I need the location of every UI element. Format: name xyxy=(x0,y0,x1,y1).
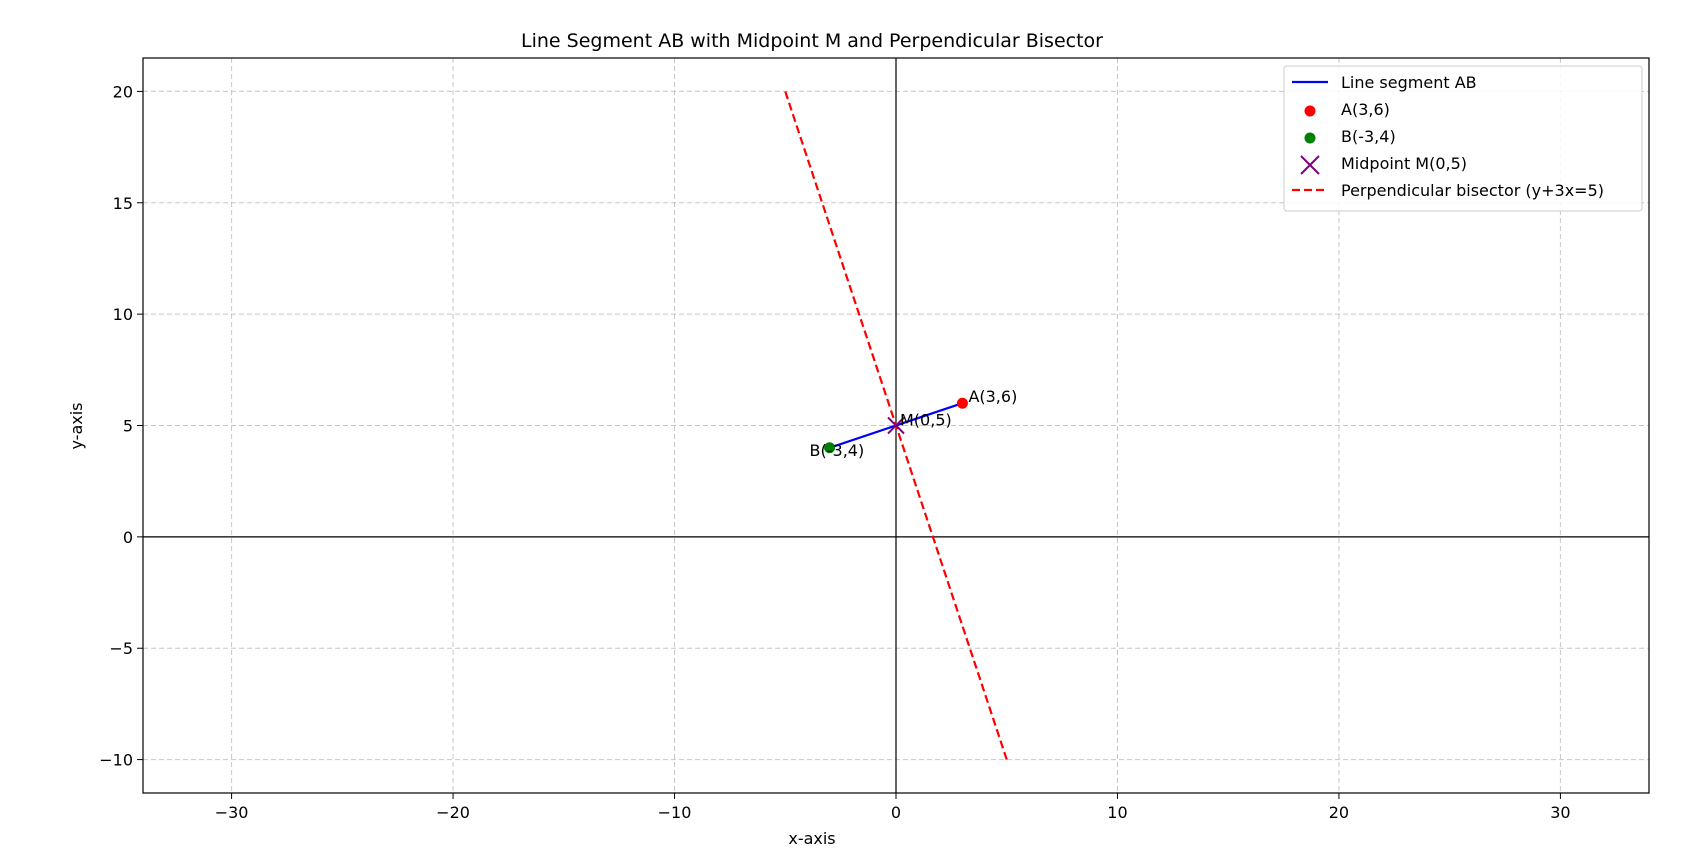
y-tick-label: −10 xyxy=(99,751,133,770)
midpoint-marker xyxy=(887,416,905,435)
y-axis-label: y-axis xyxy=(67,402,86,449)
y-tick-label: −5 xyxy=(109,639,133,658)
x-tick-label: 30 xyxy=(1550,803,1570,822)
x-tick-label: −10 xyxy=(658,803,692,822)
legend-entry-a: A(3,6) xyxy=(1341,100,1390,119)
point-label: B(-3,4) xyxy=(810,441,865,460)
chart-title: Line Segment AB with Midpoint M and Perp… xyxy=(521,30,1103,52)
y-tick-label: 0 xyxy=(123,528,133,547)
legend-swatch-dot xyxy=(1304,105,1316,117)
legend-entry-bisector: Perpendicular bisector (y+3x=5) xyxy=(1341,181,1604,200)
legend-entry-b: B(-3,4) xyxy=(1341,127,1396,146)
x-tick-label: 10 xyxy=(1107,803,1127,822)
legend-box xyxy=(1283,65,1643,212)
x-tick-label: −20 xyxy=(436,803,470,822)
y-tick-label: 10 xyxy=(113,305,133,324)
legend-entry-midpoint: Midpoint M(0,5) xyxy=(1341,154,1467,173)
point-label: M(0,5) xyxy=(900,411,952,430)
x-tick-label: 20 xyxy=(1329,803,1349,822)
x-axis-label: x-axis xyxy=(788,829,835,848)
point-marker-b xyxy=(824,442,836,454)
x-tick-label: 0 xyxy=(891,803,901,822)
ticks: −30 −20 −10 0 10 20 30 −10 −5 0 5 10 15 20 xyxy=(99,82,1570,822)
legend: Line segment AB A(3,6) B(-3,4) Midpoint M(0… xyxy=(1283,65,1643,212)
plot-marks: A(3,6) B(-3,4) M(0,5) xyxy=(784,91,1017,760)
legend-entry-segment: Line segment AB xyxy=(1341,73,1477,92)
x-tick-label: −30 xyxy=(215,803,249,822)
y-tick-label: 15 xyxy=(113,194,133,213)
legend-swatch-dot xyxy=(1304,132,1316,144)
y-tick-label: 20 xyxy=(113,82,133,101)
point-label: A(3,6) xyxy=(968,387,1017,406)
point-marker-a xyxy=(956,397,968,409)
y-tick-label: 5 xyxy=(123,417,133,436)
legend-swatch-x xyxy=(1300,155,1320,175)
